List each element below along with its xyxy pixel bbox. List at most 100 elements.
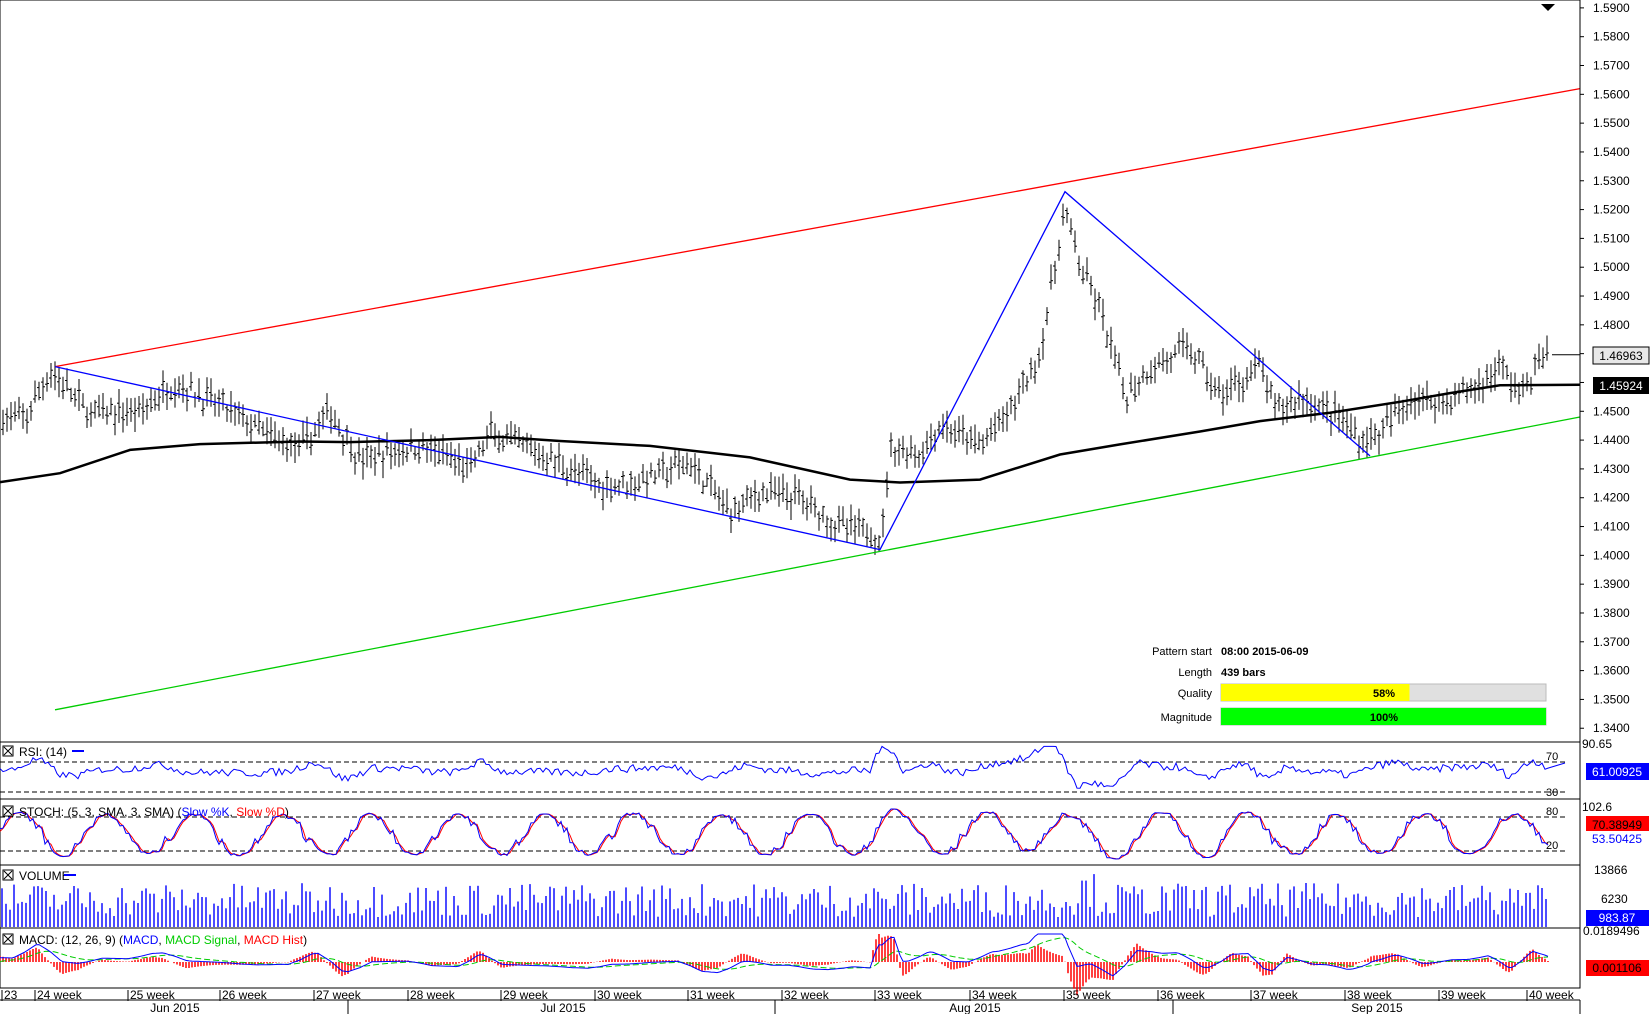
length-label: Length (1178, 667, 1212, 679)
week-label: 39 week (1441, 988, 1487, 1002)
pattern-lines (54, 87, 1581, 711)
price-tick-label: 1.5600 (1593, 87, 1630, 101)
week-label: 33 week (877, 988, 923, 1002)
price-tick-label: 1.5900 (1593, 1, 1630, 15)
moving-average-line (0, 383, 1581, 484)
price-tick-label: 1.4300 (1593, 462, 1630, 476)
week-label: 31 week (690, 988, 736, 1002)
ma-value-label: 1.45924 (1599, 379, 1643, 393)
week-label: 34 week (972, 988, 1018, 1002)
price-candles (1, 203, 1580, 555)
price-tick-label: 1.3800 (1593, 606, 1630, 620)
volume-value: 983.87 (1599, 911, 1636, 925)
stoch-panel[interactable]: STOCH: (5, 3, SMA, 3, SMA) (Slow %K, Slo… (0, 798, 1649, 866)
week-label: 26 week (222, 988, 268, 1002)
volume-panel[interactable]: VOLUME 13866 6230 983.87 (0, 863, 1649, 929)
price-tick-label: 1.4100 (1593, 520, 1630, 534)
week-label: 38 week (1347, 988, 1393, 1002)
price-axis: 1.3400 1.3500 1.3600 1.3700 1.3800 1.3900 1.40… (1579, 0, 1630, 742)
length-value: 439 bars (1221, 667, 1266, 679)
price-tick-label: 1.5400 (1593, 145, 1630, 159)
rsi-top-label: 90.65 (1582, 737, 1612, 751)
rsi-panel[interactable]: RSI: (14) 90.65 70 30 61.00925 (0, 737, 1649, 800)
price-tick-label: 1.4000 (1593, 548, 1630, 562)
macd-title: MACD: (12, 26, 9) (MACD, MACD Signal, MA… (19, 933, 307, 947)
month-label: Jun 2015 (150, 1001, 200, 1014)
volume-tick-mid: 6230 (1601, 892, 1628, 906)
price-tick-label: 1.5000 (1593, 260, 1630, 274)
price-panel[interactable]: 1.3400 1.3500 1.3600 1.3700 1.3800 1.3900 1.40… (0, 0, 1650, 743)
rsi-value-label: 61.00925 (1592, 765, 1642, 779)
price-tick-label: 1.5800 (1593, 30, 1630, 44)
stoch-title: STOCH: (5, 3, SMA, 3, SMA) (Slow %K, Slo… (19, 805, 289, 819)
month-label: Jul 2015 (540, 1001, 586, 1014)
magnitude-bar-fill (1221, 708, 1546, 725)
week-label: 25 week (130, 988, 176, 1002)
pattern-start-value: 08:00 2015-06-09 (1221, 646, 1308, 658)
price-tick-label: 1.3400 (1593, 721, 1630, 735)
last-price-label: 1.46963 (1599, 349, 1643, 363)
week-label: 27 week (316, 988, 362, 1002)
macd-signal-line (0, 937, 1549, 970)
month-label: Sep 2015 (1351, 1001, 1403, 1014)
macd-top-label: 0.0189496 (1583, 924, 1640, 938)
time-axis: 23 24 week 25 week 26 week 27 week 28 week 29 … (0, 988, 1581, 1014)
price-tick-label: 1.5300 (1593, 174, 1630, 188)
stoch-k-value: 70.38949 (1592, 818, 1642, 832)
stoch-d-value: 53.50425 (1592, 832, 1642, 846)
moving-average-path (0, 383, 1581, 484)
price-tick-label: 1.3900 (1593, 577, 1630, 591)
volume-tick-high: 13866 (1594, 863, 1628, 877)
macd-line (0, 933, 1549, 977)
magnitude-label: Magnitude (1161, 712, 1212, 724)
week-label: 37 week (1253, 988, 1299, 1002)
price-tick-label: 1.4900 (1593, 289, 1630, 303)
stoch-level-80: 80 (1546, 806, 1558, 818)
quality-bar-fill (1221, 684, 1410, 701)
magnitude-value: 100% (1370, 712, 1398, 724)
price-tick-label: 1.4500 (1593, 404, 1630, 418)
week-label: 23 (4, 988, 18, 1002)
price-tick-label: 1.3600 (1593, 664, 1630, 678)
ma-value-box (1593, 377, 1649, 394)
pattern-line-1 (54, 416, 1581, 711)
rsi-title: RSI: (14) (19, 745, 67, 759)
price-tick-label: 1.4200 (1593, 491, 1630, 505)
rsi-line (0, 745, 1566, 789)
last-price-box (1592, 346, 1650, 365)
price-tick-label: 1.5100 (1593, 231, 1630, 245)
stoch-level-20: 20 (1546, 840, 1558, 852)
price-tick-label: 1.4400 (1593, 433, 1630, 447)
price-tick-label: 1.5500 (1593, 116, 1630, 130)
macd-value: 0.001106 (1592, 961, 1641, 975)
price-tick-label: 1.3500 (1593, 692, 1630, 706)
rsi-level-70: 70 (1546, 751, 1558, 763)
rsi-level-30: 30 (1546, 787, 1558, 799)
price-tick-label: 1.5200 (1593, 203, 1630, 217)
price-tick-label: 1.4800 (1593, 318, 1630, 332)
macd-value-box (1586, 960, 1649, 976)
volume-value-box (1586, 910, 1649, 926)
week-label: 30 week (597, 988, 643, 1002)
rsi-value-box (1586, 763, 1649, 780)
pattern-line-2 (54, 190, 1371, 551)
price-tick-label: 1.5700 (1593, 59, 1630, 73)
month-label: Aug 2015 (949, 1001, 1001, 1014)
stoch-d-line (0, 808, 1549, 860)
macd-panel[interactable]: MACD: (12, 26, 9) (MACD, MACD Signal, MA… (0, 924, 1649, 996)
price-tick-label: 1.3700 (1593, 635, 1630, 649)
quality-label: Quality (1178, 688, 1213, 700)
week-label: 24 week (37, 988, 83, 1002)
volume-bars (1, 874, 1547, 927)
volume-title: VOLUME (19, 869, 70, 883)
stoch-k-value-box (1586, 816, 1649, 832)
week-label: 36 week (1160, 988, 1206, 1002)
week-label: 28 week (410, 988, 456, 1002)
stoch-d-value-box (1586, 831, 1649, 846)
stoch-top-label: 102.6 (1582, 800, 1612, 814)
stoch-k-line (0, 808, 1549, 860)
scroll-arrow-icon[interactable] (1541, 4, 1555, 11)
week-label: 32 week (784, 988, 830, 1002)
week-label: 40 week (1529, 988, 1575, 1002)
